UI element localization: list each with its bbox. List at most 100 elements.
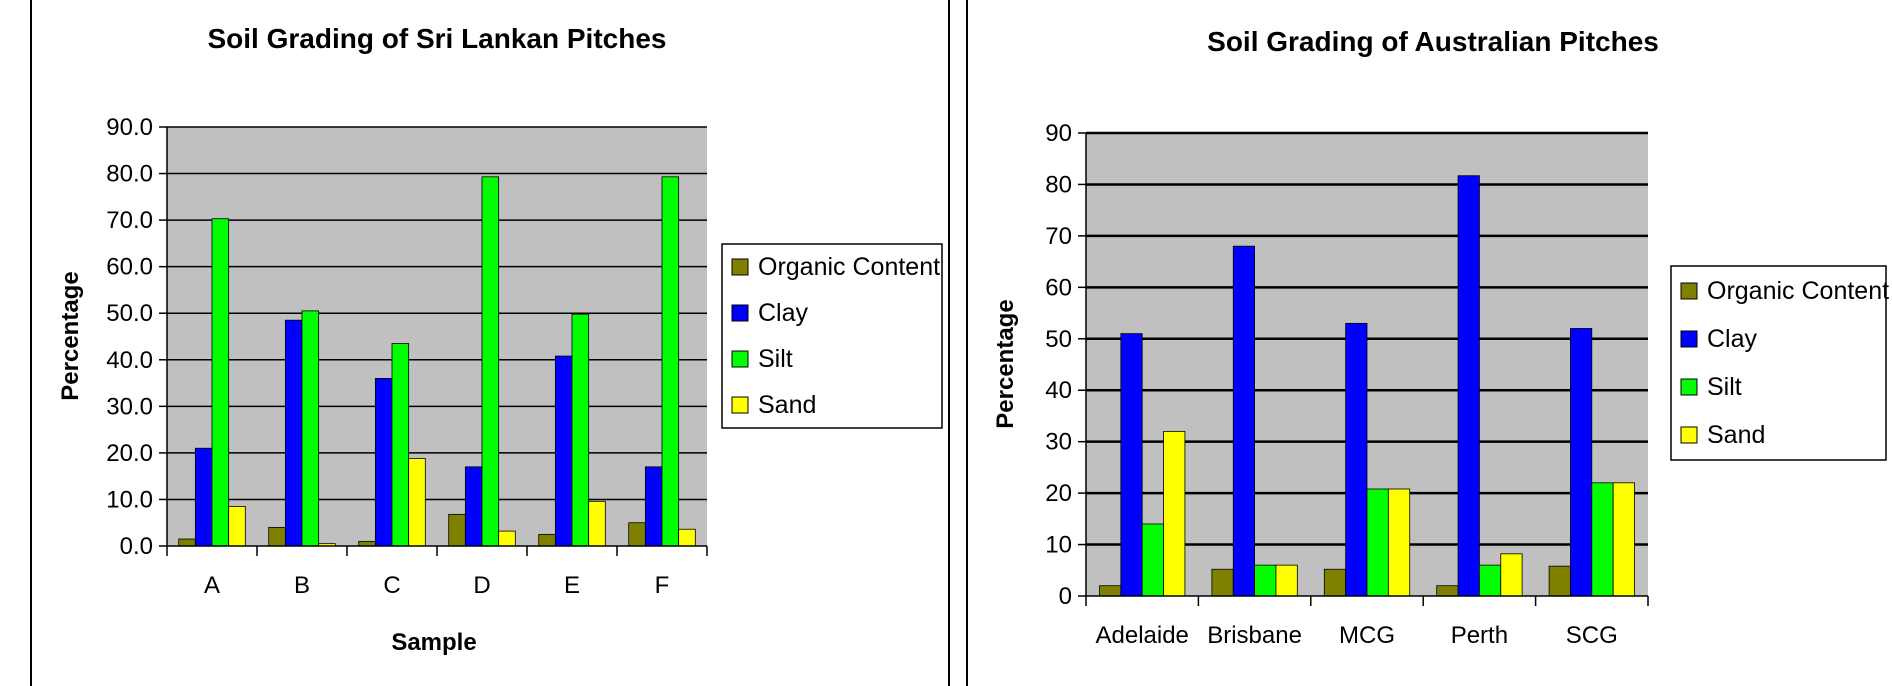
y-tick-label: 60.0: [106, 254, 153, 281]
bar: [228, 506, 246, 547]
y-tick-label: 80: [1045, 171, 1072, 198]
legend-swatch: [731, 396, 749, 414]
legend-label: Organic Content: [758, 253, 940, 281]
bar: [268, 526, 286, 547]
bar: [1211, 568, 1234, 597]
bar: [1099, 585, 1122, 597]
bar: [554, 355, 573, 547]
legend-label: Clay: [758, 299, 809, 327]
bar: [1232, 245, 1255, 597]
y-tick-label: 10.0: [106, 486, 153, 513]
x-axis-title: Sample: [391, 629, 476, 656]
bar: [1141, 523, 1164, 597]
bar: [498, 530, 516, 547]
x-tick-label: E: [564, 572, 580, 599]
bar: [1275, 564, 1298, 597]
bar: [284, 319, 303, 547]
bar: [628, 522, 646, 547]
x-tick-label: Brisbane: [1207, 622, 1302, 649]
legend-swatch: [1680, 282, 1698, 300]
x-tick-label: F: [655, 572, 670, 599]
bar: [1163, 430, 1186, 597]
legend: [1670, 265, 1887, 461]
y-tick-label: 0: [1059, 583, 1072, 610]
y-tick-label: 70.0: [106, 207, 153, 234]
legend-swatch: [731, 258, 749, 276]
y-tick-label: 90.0: [106, 114, 153, 141]
y-tick-label: 20.0: [106, 440, 153, 467]
bar: [1500, 553, 1523, 597]
chart-title: Soil Grading of Australian Pitches: [1207, 26, 1659, 57]
bar: [211, 218, 230, 547]
chart-australia: Soil Grading of Australian Pitches Perce…: [992, 26, 1889, 649]
bar: [464, 466, 483, 547]
bar: [1254, 564, 1277, 597]
legend-swatch: [1680, 378, 1698, 396]
y-tick-label: 0.0: [120, 533, 153, 560]
x-tick-label: SCG: [1566, 622, 1618, 649]
x-tick-label: Adelaide: [1095, 622, 1188, 649]
legend: [721, 243, 943, 429]
legend-swatch: [731, 350, 749, 368]
bar: [1436, 585, 1459, 597]
chart-title: Soil Grading of Sri Lankan Pitches: [208, 23, 667, 54]
bar: [1548, 565, 1571, 597]
y-tick-label: 50.0: [106, 300, 153, 327]
bar: [1120, 333, 1143, 597]
bar: [661, 176, 680, 547]
bar: [374, 377, 393, 547]
x-tick-label: D: [473, 572, 490, 599]
legend-swatch: [1680, 330, 1698, 348]
bar: [408, 458, 426, 547]
bar: [1478, 564, 1502, 597]
y-tick-label: 10: [1045, 532, 1072, 559]
legend-label: Organic Content: [1707, 277, 1889, 305]
y-axis-title: Percentage: [57, 271, 84, 400]
bar: [194, 447, 213, 547]
x-tick-label: C: [383, 572, 400, 599]
y-axis-title: Percentage: [992, 299, 1019, 428]
y-tick-label: 40: [1045, 377, 1072, 404]
x-tick-label: A: [204, 572, 220, 599]
bar: [644, 466, 663, 547]
y-tick-label: 30: [1045, 429, 1072, 456]
x-tick-label: Perth: [1451, 622, 1508, 649]
y-tick-label: 60: [1045, 274, 1072, 301]
bar: [301, 310, 320, 547]
bar: [571, 313, 590, 547]
bar: [1387, 488, 1411, 597]
legend-swatch: [1680, 426, 1698, 444]
bar: [1457, 175, 1480, 597]
y-tick-label: 80.0: [106, 161, 153, 188]
bar: [1591, 482, 1614, 597]
legend-label: Clay: [1707, 325, 1758, 353]
bar: [391, 343, 410, 547]
legend-label: Sand: [758, 391, 816, 419]
chart-sri-lanka: Soil Grading of Sri Lankan Pitches Perce…: [57, 23, 943, 656]
legend-label: Sand: [1707, 421, 1765, 449]
bar: [1570, 328, 1593, 597]
bar: [588, 500, 606, 547]
y-tick-label: 40.0: [106, 347, 153, 374]
bar: [538, 533, 556, 547]
y-tick-label: 70: [1045, 223, 1072, 250]
bar: [1345, 322, 1368, 597]
x-tick-label: MCG: [1339, 622, 1395, 649]
legend-label: Silt: [1707, 373, 1742, 401]
x-tick-label: B: [294, 572, 310, 599]
legend-swatch: [731, 304, 749, 322]
y-tick-label: 20: [1045, 480, 1072, 507]
y-tick-label: 50: [1045, 326, 1072, 353]
bar: [1612, 482, 1635, 597]
bar: [448, 513, 466, 547]
bar: [1323, 568, 1347, 597]
y-tick-label: 90: [1045, 120, 1072, 147]
bar: [1366, 488, 1389, 597]
bar: [178, 538, 196, 547]
bar: [678, 528, 696, 547]
chart-panel-sri-lanka: Soil Grading of Sri Lankan Pitches Perce…: [30, 0, 950, 686]
bar: [481, 176, 500, 547]
plot-area: [167, 127, 707, 546]
y-tick-label: 30.0: [106, 393, 153, 420]
legend-label: Silt: [758, 345, 793, 373]
